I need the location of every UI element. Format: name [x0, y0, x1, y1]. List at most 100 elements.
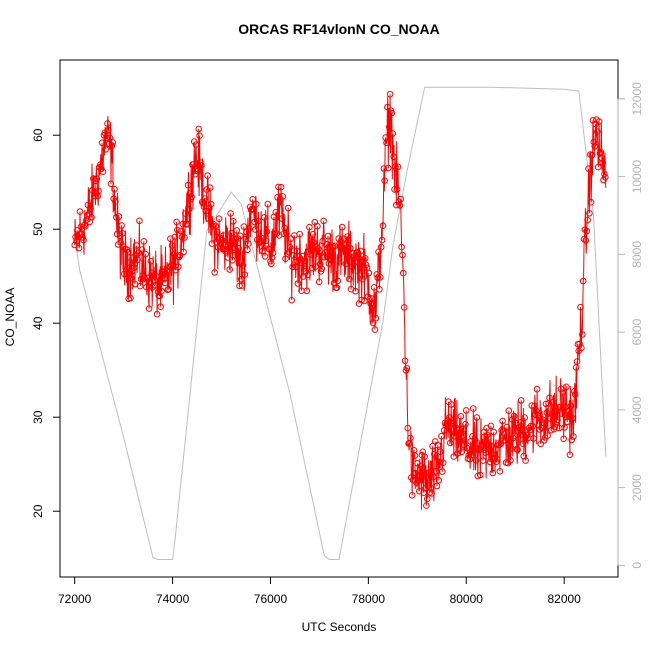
- co-point: [544, 432, 552, 439]
- co-point: [244, 246, 251, 254]
- co-point: [215, 215, 223, 222]
- co-point: [195, 125, 202, 133]
- co-point: [176, 251, 184, 259]
- co-point: [269, 249, 277, 257]
- co-point: [493, 455, 501, 463]
- altitude-line: [74, 86, 607, 560]
- co-point: [539, 416, 546, 423]
- y-tick-label: 60: [31, 128, 45, 142]
- co-point: [275, 183, 282, 191]
- co-point: [354, 248, 361, 256]
- co-point: [90, 192, 98, 200]
- co-point: [571, 388, 578, 395]
- co-point: [346, 275, 353, 283]
- co-point: [567, 402, 575, 410]
- co-point: [583, 227, 591, 235]
- co-point: [103, 134, 110, 142]
- co-point: [360, 256, 367, 263]
- co-point: [437, 448, 444, 456]
- co-point: [385, 164, 392, 172]
- co-point: [446, 414, 453, 421]
- co-point: [113, 214, 120, 221]
- co-point: [528, 402, 536, 409]
- co-point: [435, 477, 443, 484]
- co-point: [580, 235, 588, 243]
- co-point: [158, 287, 165, 295]
- co-point: [220, 232, 227, 239]
- co-point: [584, 216, 591, 224]
- co-point: [99, 168, 107, 175]
- co-point: [342, 260, 350, 268]
- co-point: [78, 230, 86, 238]
- co-point: [454, 450, 461, 457]
- co-point: [578, 344, 585, 352]
- co-point: [178, 233, 186, 241]
- co-point: [424, 495, 431, 503]
- co-point: [346, 244, 354, 252]
- co-point: [377, 274, 384, 281]
- co-point: [501, 437, 509, 444]
- co-point: [197, 159, 204, 166]
- co-point: [304, 271, 312, 279]
- co-point: [133, 242, 140, 249]
- co-point: [517, 419, 524, 426]
- co-point: [368, 295, 375, 302]
- co-series: [71, 90, 609, 510]
- co-point: [315, 278, 323, 286]
- co-point: [369, 319, 377, 327]
- co-point: [143, 283, 150, 291]
- co-point: [166, 263, 173, 271]
- co-point: [152, 273, 160, 280]
- co-point: [376, 286, 383, 293]
- co-point: [252, 200, 260, 208]
- co-point: [261, 214, 268, 221]
- co-point: [348, 263, 356, 271]
- y2-tick-label: 6000: [630, 318, 644, 345]
- co-point: [345, 237, 352, 244]
- co-point: [142, 250, 149, 258]
- co-point: [284, 250, 291, 257]
- co-point: [198, 162, 205, 169]
- y-axis-label: CO_NOAA: [3, 288, 17, 347]
- co-point: [489, 469, 497, 477]
- co-point: [268, 254, 276, 261]
- co-point: [549, 399, 557, 406]
- co-point: [599, 159, 607, 166]
- co-point: [204, 172, 211, 179]
- co-point: [288, 296, 296, 304]
- co-point: [482, 449, 490, 457]
- co-point: [153, 310, 161, 318]
- y-tick-label: 20: [31, 504, 45, 518]
- co-point: [501, 430, 508, 438]
- co-point: [477, 471, 484, 479]
- co-point: [344, 233, 351, 240]
- co-point: [252, 226, 259, 233]
- co-point: [192, 141, 200, 148]
- co-point: [431, 450, 438, 458]
- co-point: [289, 263, 296, 271]
- co-point: [390, 153, 397, 161]
- co-point: [563, 383, 570, 391]
- y2-tick-label: 8000: [630, 241, 644, 268]
- co-point: [124, 248, 132, 256]
- co-point: [177, 227, 185, 235]
- co-point: [397, 195, 405, 203]
- co-point: [245, 240, 252, 247]
- co-point: [333, 284, 341, 292]
- co-point: [306, 223, 313, 231]
- co-point: [566, 451, 574, 459]
- co-point: [167, 235, 174, 242]
- co-point: [194, 167, 202, 175]
- co-point: [201, 195, 209, 202]
- co-point: [354, 258, 362, 266]
- co-point: [77, 223, 85, 231]
- co-point: [286, 244, 294, 251]
- co-point: [272, 209, 280, 216]
- co-point: [146, 278, 154, 286]
- co-point: [264, 200, 272, 208]
- co-point: [514, 446, 521, 454]
- co-point: [171, 233, 179, 241]
- co-point: [263, 228, 271, 235]
- co-point: [404, 424, 412, 432]
- co-point: [214, 228, 221, 236]
